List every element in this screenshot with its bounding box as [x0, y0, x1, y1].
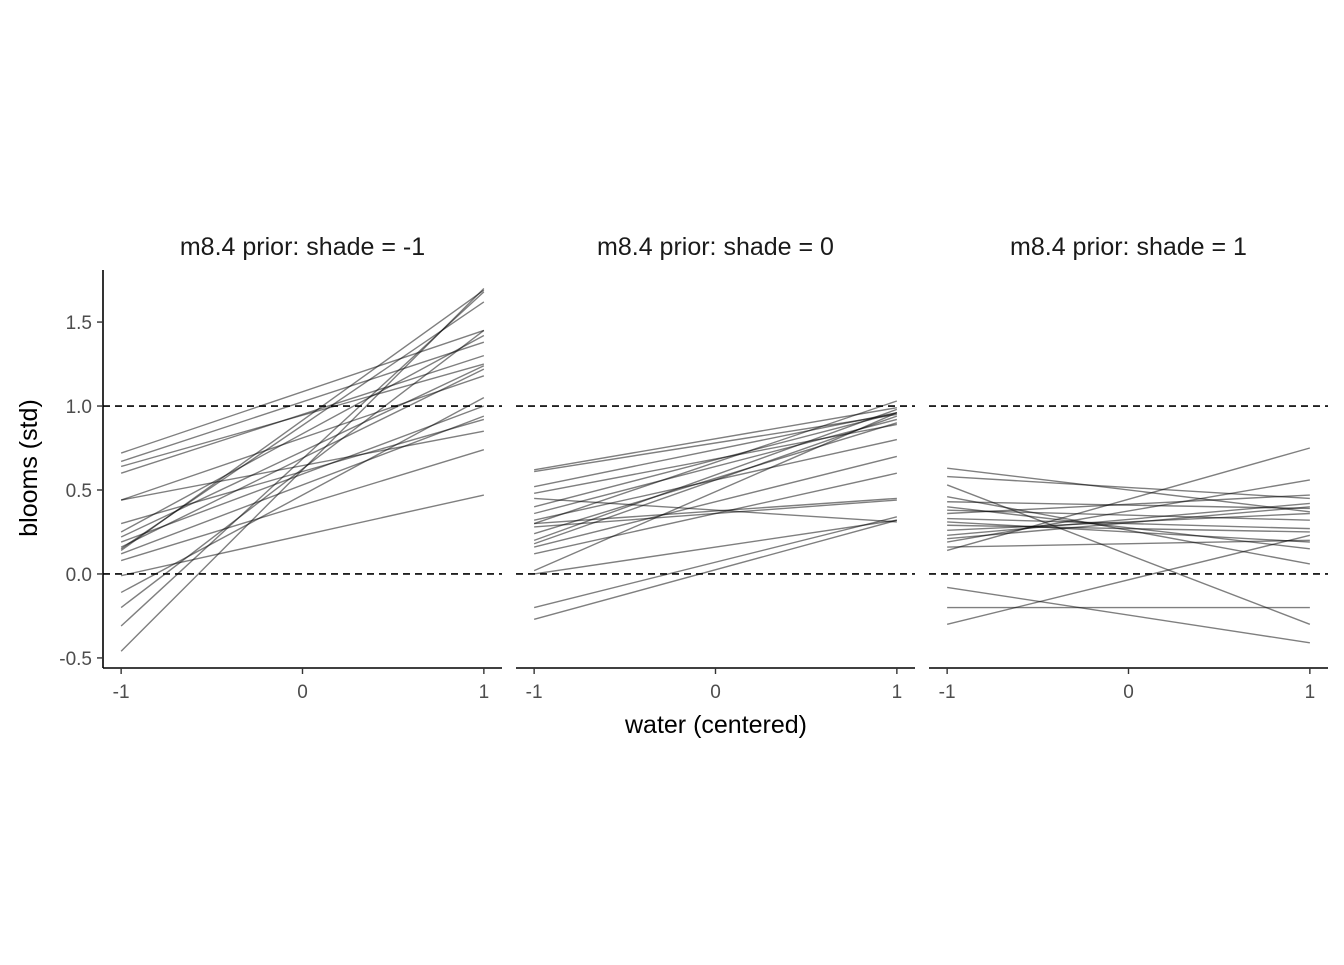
- prior-line: [120, 354, 485, 474]
- y-tick-label: -0.5: [59, 649, 92, 670]
- panels-layer: m8.4 prior: shade = -1 -1 0 1 -0.5 0.0 0.5 1.0 1…: [59, 233, 1328, 703]
- prior-line: [534, 499, 897, 528]
- prior-line: [947, 467, 1310, 513]
- facet-title: m8.4 prior: shade = -1: [180, 233, 425, 261]
- facet-title: m8.4 prior: shade = 1: [1010, 233, 1247, 261]
- prior-line: [946, 447, 1311, 552]
- prior-line: [947, 512, 1310, 531]
- prior-line: [946, 484, 1311, 625]
- x-tick-label: 0: [1123, 682, 1134, 703]
- prior-line: [533, 418, 898, 515]
- prior-line: [947, 501, 1310, 510]
- prior-line: [534, 423, 897, 495]
- x-tick-label: -1: [526, 682, 543, 703]
- prior-line: [120, 418, 485, 525]
- facet-panel-1: m8.4 prior: shade = -1 -1 0 1 -0.5 0.0 0.5 1.0 1…: [59, 233, 502, 703]
- prior-line: [947, 494, 1310, 515]
- prior-line: [120, 415, 485, 555]
- y-tick-label: 0.0: [66, 565, 92, 586]
- prior-line: [120, 397, 485, 594]
- prior-line: [533, 438, 898, 521]
- prior-line: [120, 334, 485, 533]
- prior-line: [947, 586, 1310, 644]
- x-tick-label: 1: [479, 682, 490, 703]
- facet-panel-3: m8.4 prior: shade = 1 -1 0 1: [929, 233, 1328, 703]
- x-tick-label: -1: [939, 682, 956, 703]
- facet-panel-2: m8.4 prior: shade = 0 -1 0 1: [516, 233, 915, 703]
- prior-line: [947, 475, 1310, 500]
- prior-line: [533, 412, 898, 508]
- prior-line: [533, 519, 898, 620]
- prior-line: [120, 301, 485, 550]
- x-tick-label: 0: [297, 682, 308, 703]
- prior-line: [533, 408, 898, 542]
- prior-line: [947, 509, 1310, 521]
- prior-line: [947, 524, 1310, 533]
- x-tick-label: 1: [892, 682, 903, 703]
- prior-line: [120, 329, 485, 609]
- prior-line: [120, 329, 485, 454]
- prior-line: [947, 479, 1310, 543]
- prior-line: [946, 534, 1311, 626]
- prior-line: [534, 497, 897, 525]
- prior-line: [947, 506, 1310, 540]
- y-tick-label: 1.0: [66, 397, 92, 418]
- prior-line: [947, 521, 1310, 543]
- y-tick-label: 0.5: [66, 481, 92, 502]
- y-tick-label: 1.5: [66, 313, 92, 334]
- x-tick-label: 0: [710, 682, 721, 703]
- facet-title: m8.4 prior: shade = 0: [597, 233, 834, 261]
- prior-line: [533, 412, 898, 572]
- x-axis-title: water (centered): [624, 711, 807, 739]
- prior-line: [120, 363, 485, 468]
- prior-line: [120, 405, 485, 543]
- prior-line: [120, 494, 485, 577]
- prior-line: [534, 413, 897, 473]
- prior-line: [947, 502, 1310, 537]
- x-tick-label: -1: [113, 682, 130, 703]
- prior-line: [120, 449, 485, 562]
- prior-line: [533, 422, 898, 535]
- prior-line: [533, 455, 898, 548]
- prior-line: [120, 341, 485, 463]
- prior-line: [534, 519, 897, 575]
- prior-line: [121, 430, 484, 501]
- prior-line: [947, 506, 1310, 550]
- y-axis-title: blooms (std): [15, 399, 43, 537]
- prior-line: [120, 291, 485, 627]
- x-tick-label: 1: [1305, 682, 1316, 703]
- prior-line: [534, 407, 897, 471]
- prior-line: [120, 365, 485, 538]
- prior-line: [534, 497, 897, 523]
- prior-line: [947, 539, 1310, 548]
- prior-line: [947, 517, 1310, 530]
- prior-line: [533, 516, 898, 609]
- prior-line: [120, 375, 485, 501]
- prior-line: [533, 400, 898, 525]
- prior-line: [120, 368, 485, 548]
- prior-line: [533, 412, 898, 488]
